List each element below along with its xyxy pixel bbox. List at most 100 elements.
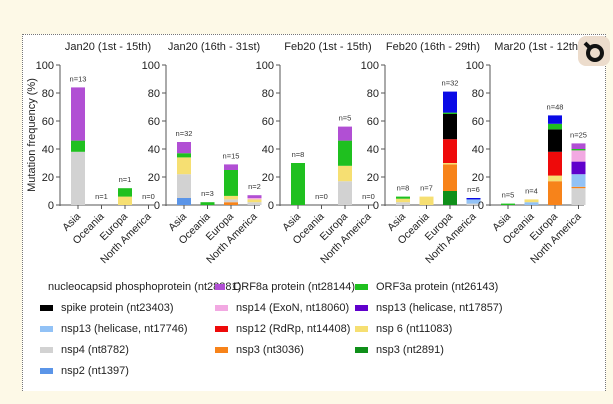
bar-segment [338, 181, 352, 205]
bar-segment [443, 112, 457, 114]
legend-label: nucleocapsid phosphoprotein (nt28881) [48, 281, 242, 293]
legend-item: nsp12 (RdRp, nt14408) [215, 322, 355, 336]
bar-segment [443, 91, 457, 113]
bar-segment [443, 191, 457, 205]
n-label: n=2 [248, 182, 261, 191]
bar-segment [466, 198, 481, 200]
legend-swatch [215, 326, 228, 332]
legend-label: nsp2 (nt1397) [61, 365, 129, 377]
legend-swatch [40, 347, 53, 353]
legend-item: ORF3a protein (nt26143) [355, 280, 535, 294]
y-tick-label: 20 [42, 172, 54, 184]
bar-segment [548, 151, 562, 176]
legend-item: nsp 6 (nt11083) [355, 322, 535, 336]
n-label: n=3 [201, 189, 214, 198]
bar-segment [338, 140, 352, 166]
y-tick-label: 40 [148, 144, 160, 156]
y-tick-label: 100 [36, 60, 54, 72]
y-tick-label: 20 [262, 172, 274, 184]
y-tick-label: 40 [262, 144, 274, 156]
bar-segment [247, 202, 262, 205]
legend-item: nsp13 (helicase, nt17857) [355, 301, 535, 315]
y-tick-label: 40 [472, 144, 484, 156]
legend-item: nsp3 (nt2891) [355, 343, 535, 357]
y-tick-label: 0 [48, 200, 54, 212]
legend-swatch [215, 347, 228, 353]
legend-item: nsp13 (helicase, nt17746) [40, 322, 215, 336]
y-tick-label: 60 [42, 116, 54, 128]
bar-segment [396, 196, 410, 199]
legend-label: ORF3a protein (nt26143) [376, 281, 499, 293]
n-label: n=0 [362, 192, 375, 201]
bar-segment [548, 115, 562, 124]
bar-segment [548, 123, 562, 130]
n-label: n=13 [70, 74, 87, 83]
n-label: n=4 [525, 186, 538, 195]
y-tick-label: 100 [256, 60, 274, 72]
legend-swatch [355, 326, 368, 332]
bar-segment [247, 195, 262, 198]
legend-label: nsp3 (nt3036) [236, 344, 304, 356]
bar-segment [419, 196, 434, 205]
n-label: n=48 [547, 102, 564, 111]
y-axis-label: Mutation frequency (%) [26, 78, 38, 192]
y-tick-label: 40 [42, 144, 54, 156]
bar-segment [224, 170, 238, 196]
bar-segment [177, 198, 191, 205]
bar-segment [571, 188, 586, 205]
bar-segment [177, 142, 191, 154]
bar-segment [396, 198, 410, 203]
y-tick-label: 20 [367, 172, 379, 184]
legend-label: nsp13 (helicase, nt17746) [61, 323, 188, 335]
bar-segment [466, 199, 481, 204]
y-tick-label: 40 [367, 144, 379, 156]
n-label: n=0 [142, 192, 155, 201]
bar-segment [200, 202, 215, 205]
panel-title: Feb20 (16th - 29th) [386, 41, 480, 53]
legend-swatch [215, 305, 228, 311]
legend-label: nsp13 (helicase, nt17857) [376, 302, 503, 314]
bar-segment [71, 140, 85, 152]
bar-segment [177, 157, 191, 175]
bar-segment [571, 143, 586, 149]
legend-swatch [40, 326, 53, 332]
bar-segment [443, 164, 457, 191]
bar-segment [396, 202, 410, 205]
legend-item: spike protein (nt23403) [40, 301, 215, 315]
legend-swatch [355, 284, 368, 290]
y-tick-label: 60 [367, 116, 379, 128]
legend-item: nsp3 (nt3036) [215, 343, 355, 357]
bar-segment [338, 126, 352, 141]
bar-segment [443, 163, 457, 165]
y-tick-label: 0 [478, 200, 484, 212]
y-tick-label: 100 [142, 60, 160, 72]
n-label: n=8 [292, 150, 305, 159]
panel-title: Jan20 (16th - 31st) [168, 41, 260, 53]
y-tick-label: 80 [472, 88, 484, 100]
bar-segment [177, 153, 191, 158]
legend-swatch [40, 305, 53, 311]
bar-segment [71, 151, 85, 205]
bar-segment [71, 87, 85, 141]
bar-segment [224, 164, 238, 170]
bar-segment [466, 203, 481, 205]
bar-segment [443, 114, 457, 140]
y-tick-label: 60 [148, 116, 160, 128]
n-label: n=25 [570, 130, 587, 139]
bar-segment [548, 129, 562, 152]
legend-item: nucleocapsid phosphoprotein (nt28881) [40, 280, 241, 294]
legend-item: nsp4 (nt8782) [40, 343, 215, 357]
y-tick-label: 80 [148, 88, 160, 100]
y-tick-label: 0 [154, 200, 160, 212]
bar-segment [548, 181, 562, 205]
n-label: n=8 [397, 184, 410, 193]
n-label: n=1 [119, 175, 132, 184]
n-label: n=6 [467, 185, 480, 194]
legend-label: nsp 6 (nt11083) [376, 323, 453, 335]
legend-label: nsp14 (ExoN, nt18060) [236, 302, 350, 314]
bar-segment [118, 196, 132, 205]
legend: nucleocapsid phosphoprotein (nt28881) ORF… [40, 280, 535, 378]
y-tick-label: 60 [262, 116, 274, 128]
zoom-button[interactable] [578, 36, 610, 66]
y-tick-label: 80 [367, 88, 379, 100]
